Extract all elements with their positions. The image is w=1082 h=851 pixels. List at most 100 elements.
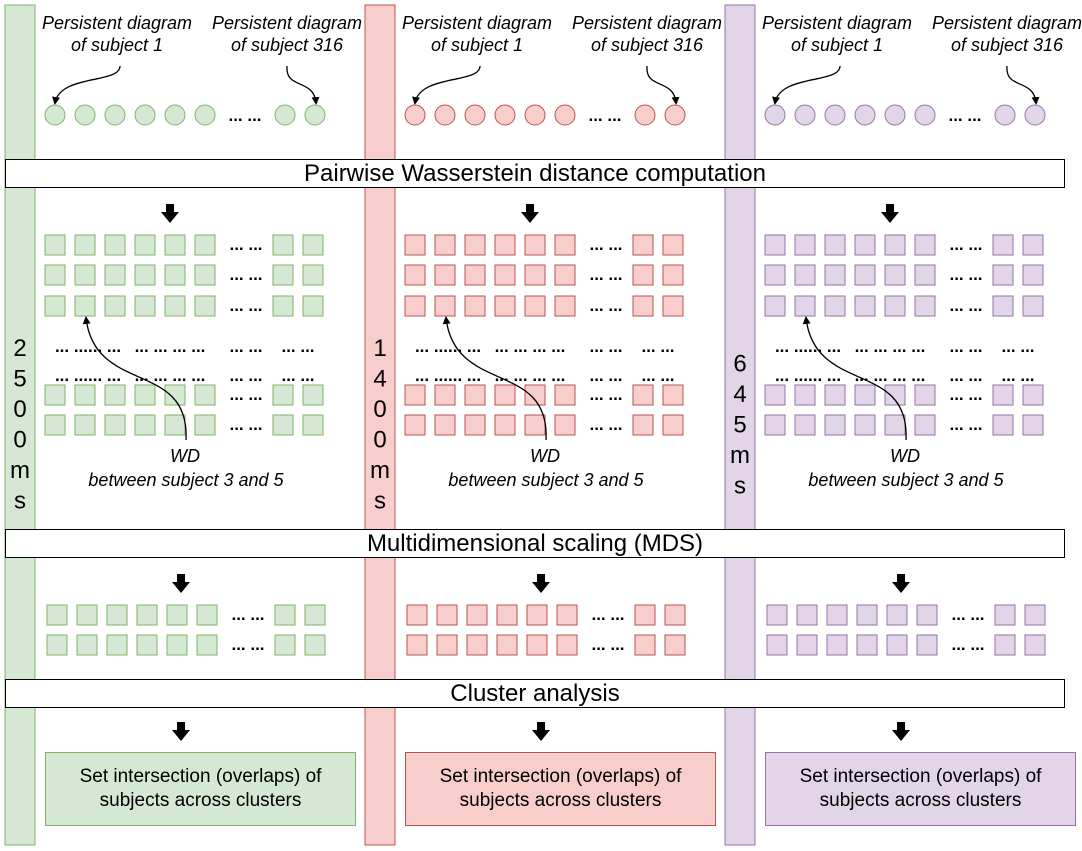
set-intersection-box: Set intersection (overlaps) of subjects … <box>765 752 1076 826</box>
ellipsis-text: ... ... <box>229 415 262 434</box>
down-arrow-icon <box>532 722 550 741</box>
distance-matrix-cell <box>884 234 906 256</box>
distance-matrix-cell <box>272 295 294 317</box>
distance-matrix-cell <box>134 264 156 286</box>
distance-matrix-cell <box>74 414 96 436</box>
persistence-diagram-node <box>274 104 296 126</box>
distance-matrix-cell <box>194 295 216 317</box>
distance-matrix-cell <box>992 234 1014 256</box>
persistence-diagram-node <box>304 104 326 126</box>
pd-last-label: Persistent diagram <box>572 13 722 33</box>
mds-coordinate-cell <box>136 634 158 656</box>
banner-mds: Multidimensional scaling (MDS) <box>5 529 1065 558</box>
distance-matrix-cell <box>554 264 576 286</box>
down-arrow-icon <box>881 204 899 223</box>
mds-coordinate-cell <box>556 634 578 656</box>
persistence-diagram-node <box>824 104 846 126</box>
time-label-char: 5 <box>13 366 26 393</box>
distance-matrix-cell <box>1022 264 1044 286</box>
ellipsis-text: ... ...... ... <box>415 337 481 356</box>
distance-matrix-cell <box>662 295 684 317</box>
distance-matrix-cell <box>764 384 786 406</box>
distance-matrix-cell <box>1022 414 1044 436</box>
mds-coordinate-cell <box>826 634 848 656</box>
ellipsis-text: ... ... <box>949 385 982 404</box>
mds-coordinate-cell <box>274 604 296 626</box>
ellipsis-text: ... ... <box>1001 366 1034 385</box>
distance-matrix-cell <box>272 384 294 406</box>
mds-coordinate-cell <box>1024 634 1046 656</box>
pointer-arrow-icon <box>286 65 320 105</box>
distance-matrix-cell <box>104 414 126 436</box>
persistence-diagram-node <box>194 104 216 126</box>
time-label-char: 5 <box>733 411 746 438</box>
mds-coordinate-cell <box>886 634 908 656</box>
pd-first-label: Persistent diagram <box>402 13 552 33</box>
distance-matrix-cell <box>854 264 876 286</box>
distance-matrix-cell <box>44 414 66 436</box>
distance-matrix-cell <box>854 234 876 256</box>
distance-matrix-cell <box>434 234 456 256</box>
distance-matrix-cell <box>272 264 294 286</box>
mds-coordinate-cell <box>496 634 518 656</box>
wd-label: WD <box>890 446 920 466</box>
distance-matrix-cell <box>464 295 486 317</box>
ellipsis-text: ... ... <box>591 605 624 624</box>
pointer-arrow-icon <box>646 65 680 105</box>
mds-coordinate-cell <box>196 604 218 626</box>
persistence-diagram-node <box>764 104 786 126</box>
distance-matrix-cell <box>992 264 1014 286</box>
ellipsis-text: ... ... <box>231 605 264 624</box>
distance-matrix-cell <box>494 264 516 286</box>
distance-matrix-cell <box>464 384 486 406</box>
distance-matrix-cell <box>194 384 216 406</box>
distance-matrix-cell <box>662 264 684 286</box>
ellipsis-text: ... ...... ... <box>775 337 841 356</box>
distance-matrix-cell <box>494 384 516 406</box>
mds-coordinate-cell <box>274 634 296 656</box>
distance-matrix-cell <box>74 384 96 406</box>
persistence-diagram-node <box>404 104 426 126</box>
distance-matrix-cell <box>434 414 456 436</box>
pd-last-label: of subject 316 <box>591 35 704 55</box>
ellipsis-text: ... ... <box>229 366 262 385</box>
distance-matrix-cell <box>44 264 66 286</box>
ellipsis-text: ... ... <box>589 337 622 356</box>
distance-matrix-cell <box>554 234 576 256</box>
ellipsis-text: ... ...... ... <box>55 337 121 356</box>
ellipsis-text: ... ...... ... <box>775 366 841 385</box>
persistence-diagram-node <box>854 104 876 126</box>
ellipsis-text: ... ... <box>949 235 982 254</box>
distance-matrix-cell <box>524 295 546 317</box>
mds-coordinate-cell <box>196 634 218 656</box>
distance-matrix-cell <box>632 295 654 317</box>
pointer-arrow-icon <box>1006 65 1040 105</box>
time-label-char: 0 <box>13 396 26 423</box>
mds-coordinate-cell <box>406 634 428 656</box>
pd-first-label: of subject 1 <box>71 35 163 55</box>
distance-matrix-cell <box>44 384 66 406</box>
set-intersection-box: Set intersection (overlaps) of subjects … <box>405 752 716 826</box>
distance-matrix-cell <box>404 264 426 286</box>
mds-coordinate-cell <box>76 634 98 656</box>
pd-first-label: Persistent diagram <box>762 13 912 33</box>
ellipsis-text: ... ... <box>281 366 314 385</box>
distance-matrix-cell <box>914 414 936 436</box>
distance-matrix-cell <box>404 384 426 406</box>
pd-first-label: Persistent diagram <box>42 13 192 33</box>
mds-coordinate-cell <box>304 634 326 656</box>
distance-matrix-cell <box>914 295 936 317</box>
distance-matrix-cell <box>404 234 426 256</box>
ellipsis-text: ... ... ... ... <box>135 366 206 385</box>
distance-matrix-cell <box>74 264 96 286</box>
distance-matrix-cell <box>764 264 786 286</box>
ellipsis-text: ... ... <box>949 366 982 385</box>
distance-matrix-cell <box>662 414 684 436</box>
mds-coordinate-cell <box>664 634 686 656</box>
ellipsis-text: ... ... <box>591 635 624 654</box>
time-label-char: s <box>374 488 386 515</box>
distance-matrix-cell <box>794 264 816 286</box>
distance-matrix-cell <box>464 414 486 436</box>
distance-matrix-cell <box>164 295 186 317</box>
ellipsis-text: ... ... ... ... <box>855 366 926 385</box>
